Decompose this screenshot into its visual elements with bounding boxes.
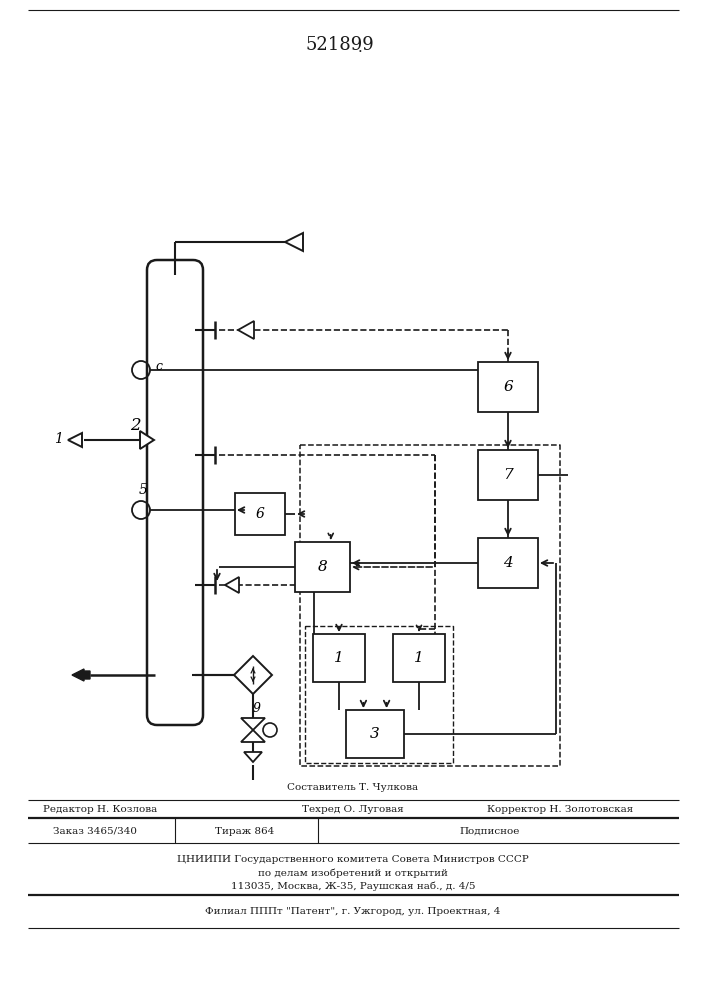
Text: с: с xyxy=(155,360,162,372)
Text: 4: 4 xyxy=(503,556,513,570)
Polygon shape xyxy=(241,730,265,742)
Text: 113035, Москва, Ж-35, Раушская наб., д. 4/5: 113035, Москва, Ж-35, Раушская наб., д. … xyxy=(230,881,475,891)
Bar xyxy=(478,538,538,588)
Bar xyxy=(393,634,445,682)
Text: 1: 1 xyxy=(414,651,424,665)
Text: 1: 1 xyxy=(54,432,62,446)
Polygon shape xyxy=(225,577,239,593)
Text: 7: 7 xyxy=(503,468,513,482)
Polygon shape xyxy=(68,433,82,447)
Text: 8: 8 xyxy=(317,560,327,574)
Text: Техред О. Луговая: Техред О. Луговая xyxy=(302,804,404,814)
Text: Подписное: Подписное xyxy=(460,826,520,836)
Polygon shape xyxy=(238,321,254,339)
Text: 6: 6 xyxy=(503,380,513,394)
FancyBboxPatch shape xyxy=(147,260,203,725)
Bar xyxy=(478,362,538,412)
Text: 2: 2 xyxy=(129,417,140,434)
Text: Тираж 864: Тираж 864 xyxy=(216,826,274,836)
Bar xyxy=(295,542,350,592)
Text: 1: 1 xyxy=(334,651,344,665)
Text: Составитель Т. Чулкова: Составитель Т. Чулкова xyxy=(288,782,419,792)
Text: Филиал ПППт "Патент", г. Ужгород, ул. Проектная, 4: Филиал ПППт "Патент", г. Ужгород, ул. Пр… xyxy=(205,908,501,916)
Text: 9: 9 xyxy=(253,702,261,714)
Text: ЦНИИПИ Государственного комитета Совета Министров СССР: ЦНИИПИ Государственного комитета Совета … xyxy=(177,856,529,864)
Bar xyxy=(313,634,365,682)
Polygon shape xyxy=(285,233,303,251)
Polygon shape xyxy=(241,718,265,730)
Text: 6: 6 xyxy=(255,507,264,521)
FancyArrow shape xyxy=(72,669,90,681)
Text: 521899: 521899 xyxy=(305,36,375,54)
Text: .: . xyxy=(358,41,363,55)
Polygon shape xyxy=(140,431,154,449)
Text: Редактор Н. Козлова: Редактор Н. Козлова xyxy=(43,804,157,814)
Bar xyxy=(346,710,404,758)
Text: Заказ 3465/340: Заказ 3465/340 xyxy=(53,826,137,836)
Bar xyxy=(478,450,538,500)
Polygon shape xyxy=(244,752,262,762)
Text: 3: 3 xyxy=(370,727,380,741)
Bar xyxy=(235,493,285,535)
Polygon shape xyxy=(234,656,272,694)
Text: Корректор Н. Золотовская: Корректор Н. Золотовская xyxy=(487,804,633,814)
Text: по делам изобретений и открытий: по делам изобретений и открытий xyxy=(258,868,448,878)
Text: 5: 5 xyxy=(139,483,148,497)
